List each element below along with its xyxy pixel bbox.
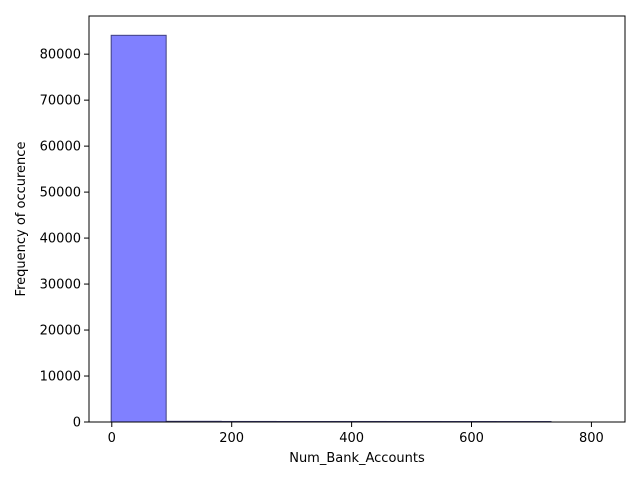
y-tick-label-4: 40000 <box>40 232 81 247</box>
x-axis-ticks: 0 200 400 600 800 <box>108 422 604 446</box>
histogram-bar-0 <box>110 34 167 423</box>
x-tick-label-2: 400 <box>339 431 364 446</box>
y-axis-ticks: 0 10000 20000 30000 40000 50000 60000 70000 8000… <box>40 48 89 431</box>
x-tick-label-0: 0 <box>108 431 116 446</box>
y-tick-label-5: 50000 <box>40 186 81 201</box>
y-axis-label: Frequency of occurence <box>14 142 29 297</box>
y-tick-label-8: 80000 <box>40 48 81 63</box>
y-tick-label-7: 70000 <box>40 94 81 109</box>
y-tick-label-6: 60000 <box>40 140 81 155</box>
y-tick-label-2: 20000 <box>40 324 81 339</box>
plot-area-frame <box>88 15 626 423</box>
x-tick-label-4: 800 <box>579 431 604 446</box>
x-axis-label: Num_Bank_Accounts <box>289 451 425 466</box>
y-tick-label-1: 10000 <box>40 370 81 385</box>
y-tick-label-0: 0 <box>73 416 81 431</box>
y-tick-label-3: 30000 <box>40 278 81 293</box>
x-tick-label-3: 600 <box>459 431 484 446</box>
x-tick-label-1: 200 <box>219 431 244 446</box>
